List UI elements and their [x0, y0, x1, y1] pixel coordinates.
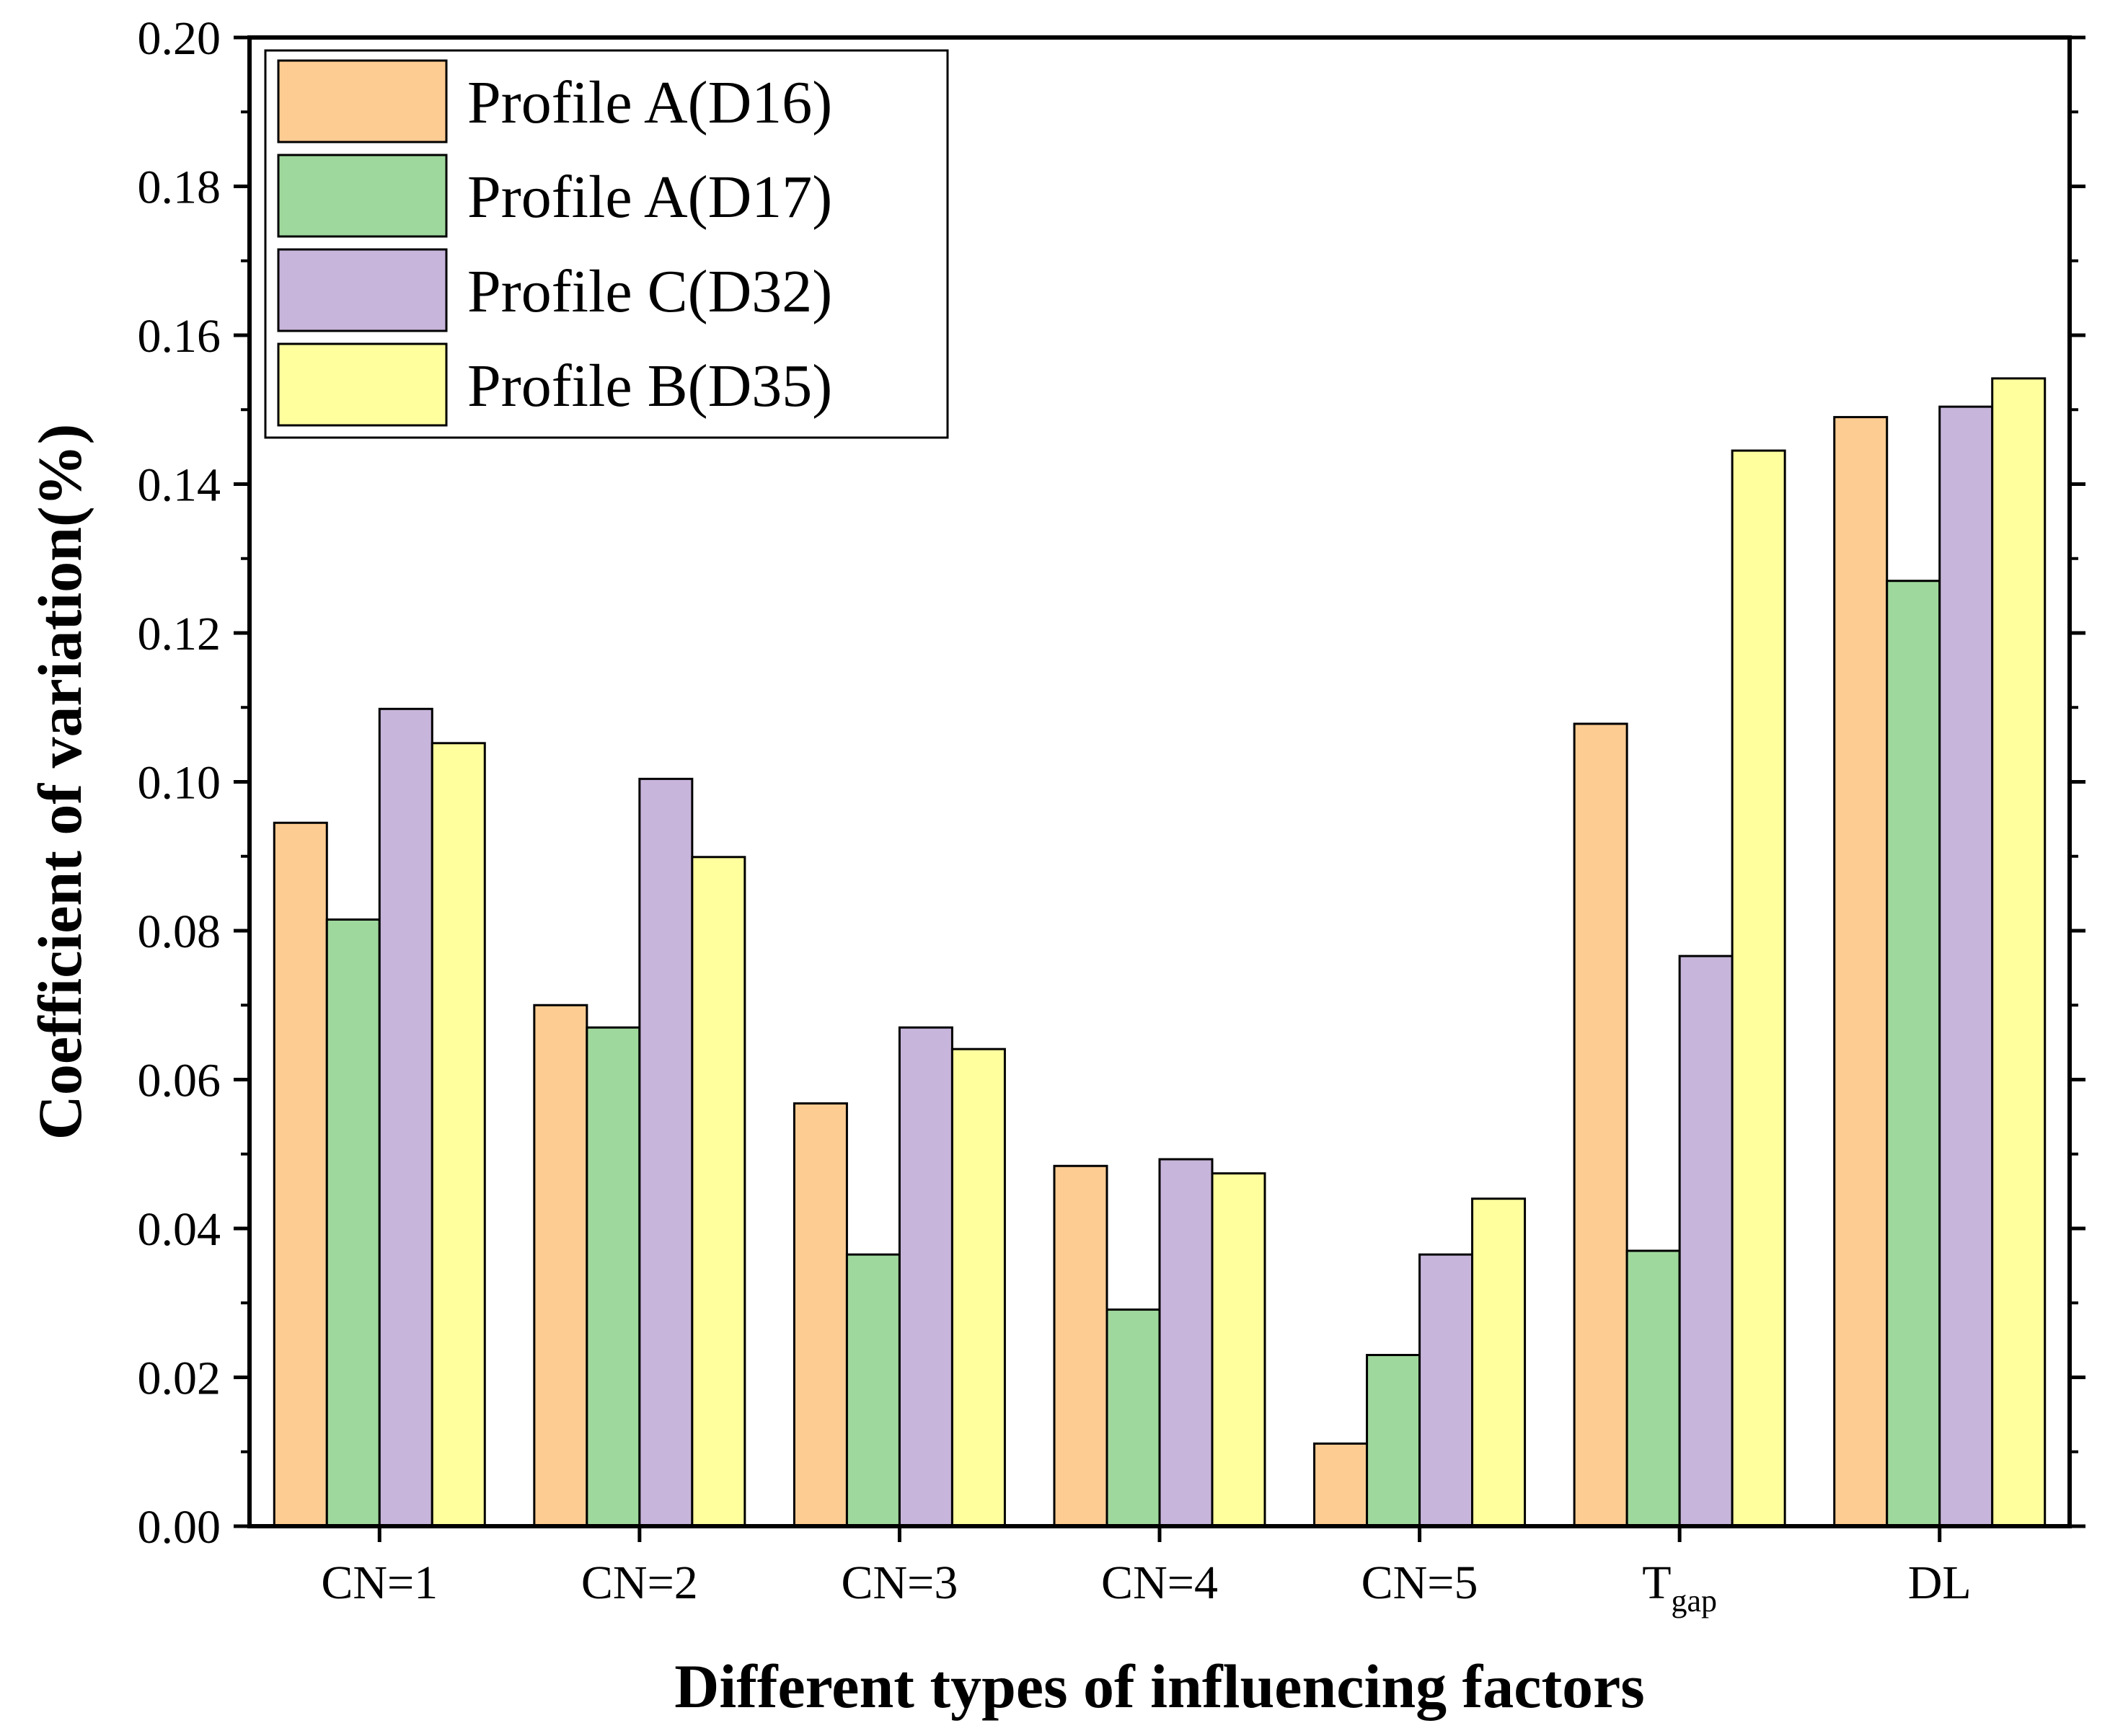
y-axis: 0.00 0.02 0.04 0.06 0.08 0.10 0.12 0.14 0.16 0.18… — [138, 12, 2085, 1554]
x-tick-label: CN=5 — [1361, 1556, 1478, 1609]
legend-swatch — [277, 59, 448, 143]
bar — [950, 1048, 1006, 1528]
x-tick-label-main: CN=4 — [1101, 1556, 1218, 1609]
legend-swatch — [277, 342, 448, 427]
bar — [1105, 1308, 1161, 1528]
x-tick-label: CN=1 — [321, 1556, 438, 1609]
bar — [325, 918, 381, 1528]
bar — [1573, 722, 1628, 1528]
bar — [1211, 1172, 1266, 1528]
x-axis-title: Different types of influencing factors — [674, 1652, 1645, 1721]
x-tick-label-main: CN=1 — [321, 1556, 438, 1609]
x-tick-label-main: T — [1642, 1556, 1671, 1609]
x-tick-label-main: CN=5 — [1361, 1556, 1478, 1609]
legend: Profile A(D16) Profile A(D17) Profile C(D3… — [264, 49, 949, 439]
y-tick-label: 0.12 — [138, 608, 221, 660]
bar — [1158, 1158, 1214, 1528]
legend-label: Profile B(D35) — [467, 353, 832, 420]
x-tick-label: CN=4 — [1101, 1556, 1218, 1609]
y-axis-title: Coefficient of variation(%) — [25, 424, 94, 1141]
y-tick-label: 0.14 — [138, 459, 221, 512]
bar — [898, 1026, 953, 1528]
bar — [793, 1102, 848, 1528]
x-tick-label: DL — [1908, 1556, 1972, 1609]
legend-label: Profile A(D17) — [467, 164, 832, 231]
bars-group — [273, 377, 2047, 1528]
y-tick-label: 0.00 — [138, 1501, 221, 1554]
bar — [1731, 449, 1786, 1528]
y-tick-label: 0.18 — [138, 161, 221, 214]
bar — [845, 1253, 901, 1528]
bar — [1053, 1164, 1108, 1528]
y-tick-label: 0.08 — [138, 905, 221, 958]
bar — [431, 742, 486, 1528]
y-tick-label: 0.06 — [138, 1055, 221, 1107]
bar — [1886, 580, 1941, 1528]
bar — [1938, 405, 1994, 1528]
bar — [1418, 1253, 1474, 1528]
y-tick-label: 0.20 — [138, 12, 221, 65]
x-tick-label-main: CN=2 — [581, 1556, 698, 1609]
bar — [1366, 1354, 1421, 1528]
y-tick-label: 0.10 — [138, 757, 221, 810]
bar — [638, 777, 694, 1528]
legend-label: Profile C(D32) — [467, 258, 832, 325]
bar — [586, 1026, 641, 1528]
bar — [1471, 1197, 1527, 1528]
y-tick-label: 0.04 — [138, 1203, 221, 1256]
bar — [1625, 1249, 1681, 1528]
bar — [1313, 1442, 1369, 1528]
x-tick-label: CN=2 — [581, 1556, 698, 1609]
bar — [691, 856, 746, 1528]
x-tick-label-main: DL — [1908, 1556, 1972, 1609]
bar — [1991, 377, 2047, 1528]
x-tick-label: CN=3 — [841, 1556, 958, 1609]
x-axis: CN=1 CN=2 CN=3 CN=4 CN=5 Tgap DL — [321, 1526, 1972, 1618]
legend-swatch — [277, 248, 448, 332]
legend-swatch — [277, 154, 448, 238]
x-tick-label: Tgap — [1642, 1556, 1717, 1618]
bar — [378, 707, 433, 1528]
y-tick-label: 0.16 — [138, 310, 221, 363]
legend-label: Profile A(D16) — [467, 69, 832, 136]
x-tick-label-main: CN=3 — [841, 1556, 958, 1609]
x-tick-label-subscript: gap — [1672, 1583, 1718, 1618]
bar — [1678, 955, 1734, 1528]
y-tick-label: 0.02 — [138, 1352, 221, 1405]
bar — [273, 821, 328, 1528]
bar — [1833, 416, 1889, 1528]
bar — [533, 1004, 588, 1528]
